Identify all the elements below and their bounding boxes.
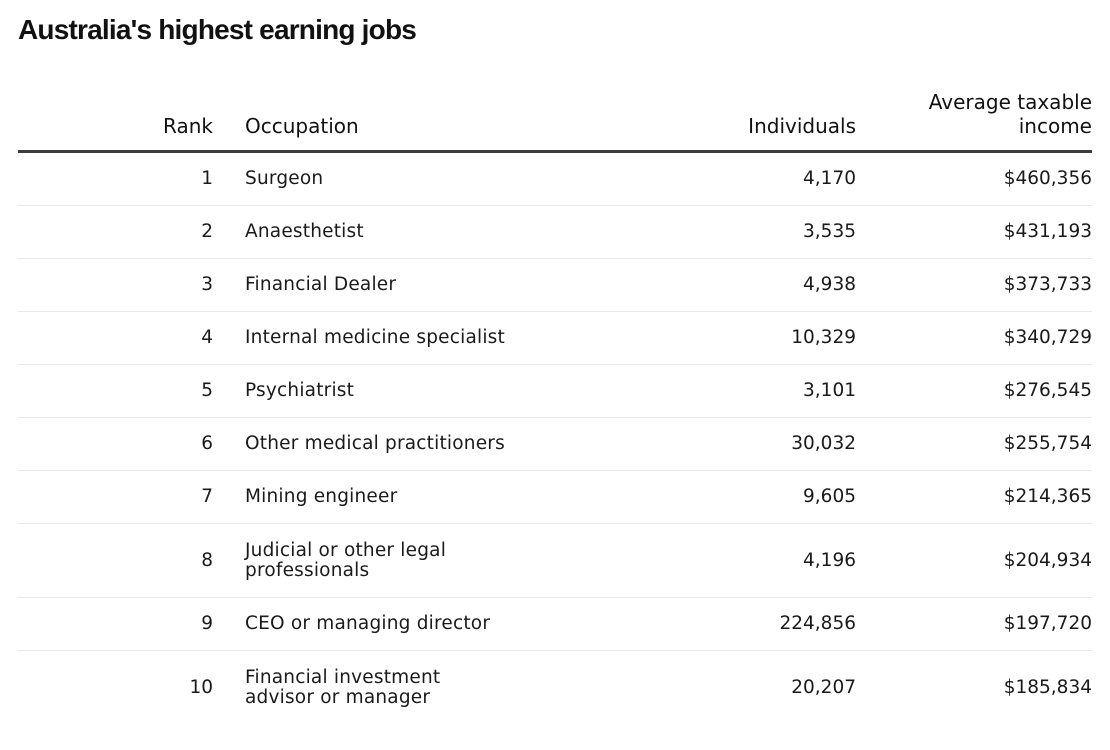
table-row: 9 CEO or managing director 224,856 $197,…: [18, 597, 1092, 651]
table-row: 6 Other medical practitioners 30,032 $25…: [18, 417, 1092, 471]
income-cell: $197,720: [856, 597, 1092, 651]
individuals-cell: 4,170: [588, 151, 856, 206]
occupation-cell: Financial Dealer: [245, 258, 588, 312]
rank-cell: 2: [18, 205, 245, 259]
income-cell: $460,356: [856, 151, 1092, 206]
occupation-cell: Internal medicine specialist: [245, 311, 588, 365]
column-header-individuals: Individuals: [588, 90, 856, 153]
rank-cell: 6: [18, 417, 245, 471]
page-title: Australia's highest earning jobs: [18, 14, 417, 45]
rank-cell: 5: [18, 364, 245, 418]
income-cell: $185,834: [1003, 676, 1092, 698]
income-cell: $431,193: [856, 205, 1092, 259]
rank-cell: 4: [18, 311, 245, 365]
individuals-cell: 4,938: [588, 258, 856, 312]
table-row: 4 Internal medicine specialist 10,329 $3…: [18, 311, 1092, 365]
table-row: 3 Financial Dealer 4,938 $373,733: [18, 258, 1092, 312]
income-cell: $340,729: [856, 311, 1092, 365]
occupation-cell: CEO or managing director: [245, 597, 588, 651]
individuals-cell: 9,605: [588, 470, 856, 524]
income-cell: $373,733: [856, 258, 1092, 312]
occupation-cell: Other medical practitioners: [245, 417, 588, 471]
occupation-cell: Mining engineer: [245, 470, 588, 524]
individuals-cell: 224,856: [588, 597, 856, 651]
table-row: 8 Judicial or other legal professionals …: [18, 523, 1092, 598]
table-row: 10 Financial investment advisor or manag…: [18, 651, 1092, 725]
rank-cell: 9: [18, 597, 245, 651]
rank-cell: 1: [18, 151, 245, 206]
rank-cell: 3: [18, 258, 245, 312]
income-cell: $255,754: [856, 417, 1092, 471]
income-cell: $276,545: [856, 364, 1092, 418]
occupation-cell: Financial investment advisor or manager: [245, 666, 441, 708]
table-row: 1 Surgeon 4,170 $460,356: [18, 151, 1092, 206]
table-row: 2 Anaesthetist 3,535 $431,193: [18, 205, 1092, 259]
table-row: 7 Mining engineer 9,605 $214,365: [18, 470, 1092, 524]
earnings-table: Rank Occupation Individuals Average taxa…: [18, 90, 1092, 724]
individuals-cell: 30,032: [588, 417, 856, 471]
occupation-cell: Psychiatrist: [245, 364, 588, 418]
individuals-cell: 10,329: [588, 311, 856, 365]
rank-cell: 8: [18, 523, 245, 598]
rank-cell: 7: [18, 470, 245, 524]
income-cell: $204,934: [856, 523, 1092, 598]
individuals-cell: 3,101: [588, 364, 856, 418]
individuals-cell: 4,196: [588, 523, 856, 598]
column-header-occupation: Occupation: [245, 90, 588, 153]
income-cell: $214,365: [856, 470, 1092, 524]
table-header-row: Rank Occupation Individuals Average taxa…: [18, 90, 1092, 153]
individuals-cell: 3,535: [588, 205, 856, 259]
rank-cell: 10: [189, 676, 213, 698]
occupation-cell: Anaesthetist: [245, 205, 588, 259]
column-header-rank: Rank: [18, 90, 245, 153]
table-row: 5 Psychiatrist 3,101 $276,545: [18, 364, 1092, 418]
occupation-cell: Judicial or other legal professionals: [245, 523, 588, 598]
column-header-income: Average taxable income: [856, 90, 1092, 153]
occupation-cell: Surgeon: [245, 151, 588, 206]
individuals-cell: 20,207: [791, 676, 856, 698]
